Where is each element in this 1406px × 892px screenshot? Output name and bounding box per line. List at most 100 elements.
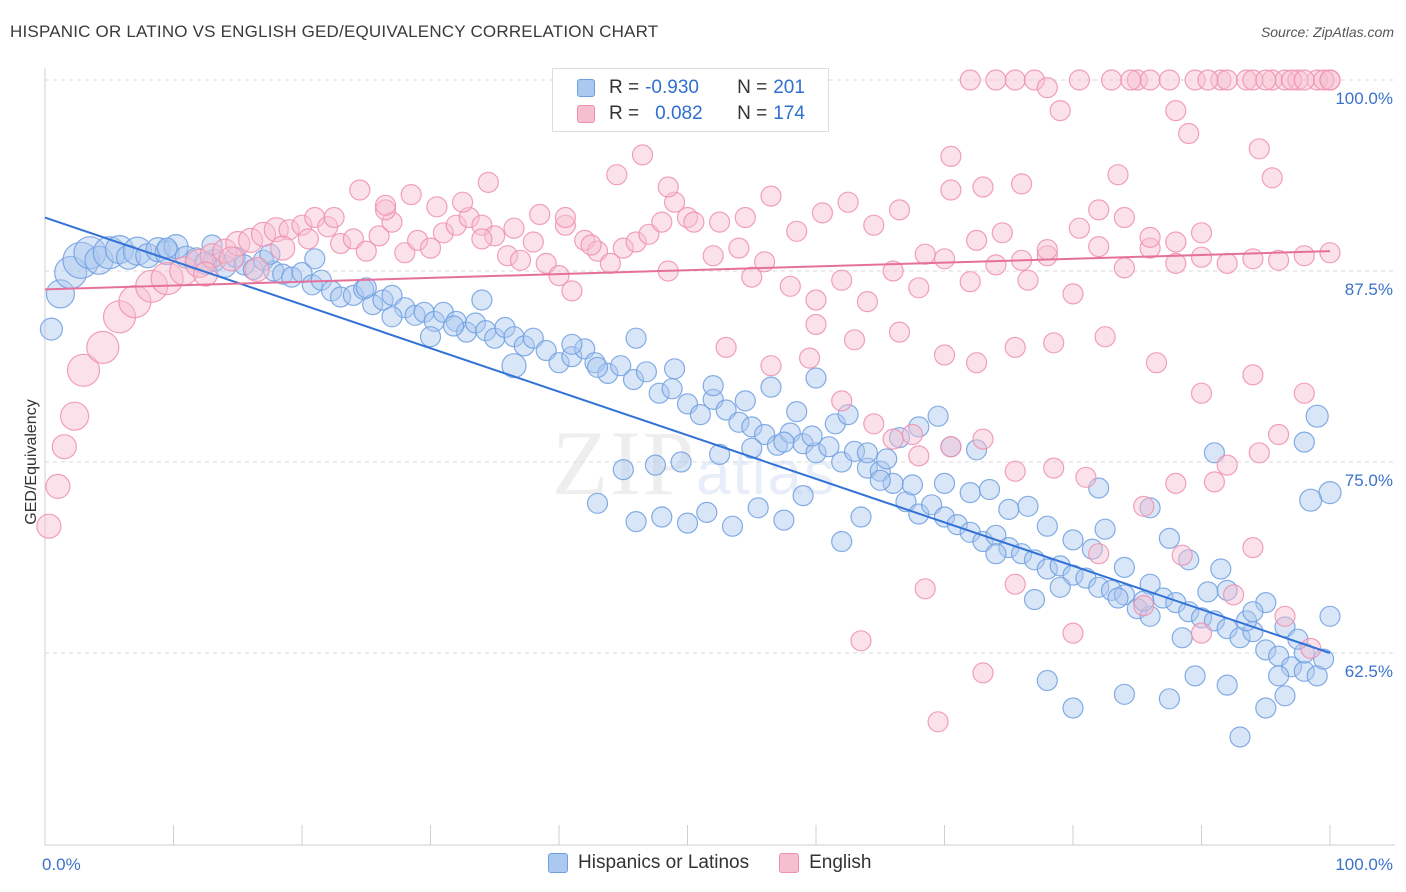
hispanic-point	[773, 509, 795, 531]
hispanic-point	[1293, 660, 1315, 682]
english-point	[843, 329, 866, 351]
hispanic-point	[201, 234, 223, 256]
english-point	[959, 271, 981, 293]
x-tick-label: 0.0%	[42, 855, 81, 874]
english-point	[374, 194, 397, 216]
english-point	[1133, 495, 1155, 517]
hispanic-point	[1299, 488, 1323, 512]
english-point	[1293, 245, 1315, 267]
english-point	[927, 711, 949, 733]
english-point	[882, 260, 904, 282]
hispanic-point	[548, 352, 570, 374]
hispanic-point	[760, 376, 782, 398]
english-point	[554, 214, 577, 236]
hispanic-point	[689, 404, 712, 426]
english-point	[728, 237, 750, 259]
hispanic-point	[1107, 587, 1129, 609]
english-point	[1242, 69, 1264, 91]
english-point	[225, 230, 251, 257]
hispanic-point	[1036, 669, 1058, 692]
hispanic-point	[786, 401, 808, 423]
hispanic-point	[978, 478, 1001, 501]
hispanic-point	[869, 469, 891, 491]
english-point	[863, 214, 885, 236]
english-point	[349, 179, 371, 201]
hispanic-point	[702, 375, 724, 397]
series-english-points	[36, 69, 1341, 733]
english-point	[1190, 382, 1213, 404]
hispanic-point	[792, 485, 814, 507]
english-point	[1036, 239, 1058, 261]
english-point	[811, 202, 834, 224]
legend-label-hispanics: Hispanics or Latinos	[578, 852, 750, 873]
english-point	[882, 428, 904, 450]
hispanic-point	[45, 279, 76, 309]
english-point	[831, 390, 853, 412]
english-point	[509, 249, 532, 271]
hispanic-point	[696, 501, 718, 524]
hispanic-point	[1113, 556, 1136, 579]
english-point	[1248, 442, 1270, 464]
y-tick-label: 62.5%	[1345, 662, 1393, 681]
english-point	[374, 199, 397, 221]
english-point	[1242, 536, 1264, 559]
english-point	[407, 229, 429, 251]
y-axis-label: GED/Equivalency	[23, 399, 40, 524]
english-point	[522, 231, 544, 253]
english-point	[1075, 466, 1097, 488]
english-point	[991, 222, 1013, 244]
english-point	[798, 347, 821, 369]
hispanic-point	[1197, 581, 1219, 603]
hispanic-point	[1190, 607, 1213, 629]
english-point	[1133, 594, 1155, 617]
english-point	[1248, 138, 1270, 160]
english-point	[805, 313, 827, 336]
english-point	[1267, 249, 1290, 271]
english-point	[1004, 460, 1026, 482]
hispanic-point	[1318, 481, 1342, 505]
hispanic-point	[1171, 627, 1193, 649]
hispanic-point	[1306, 665, 1328, 687]
hispanic-point	[856, 457, 879, 479]
hispanic-point	[1184, 665, 1206, 687]
legend-n-value: 174	[773, 103, 805, 124]
english-point	[1293, 69, 1315, 91]
series-legend: Hispanics or Latinos English	[548, 852, 901, 874]
english-point	[1242, 248, 1264, 270]
english-point	[1043, 332, 1065, 354]
english-point	[1216, 69, 1238, 91]
english-point	[959, 69, 981, 91]
hispanic-point	[39, 317, 64, 341]
english-point	[1062, 622, 1084, 644]
hispanic-point	[901, 474, 924, 496]
chart-title: HISPANIC OR LATINO VS ENGLISH GED/EQUIVA…	[10, 22, 659, 41]
english-point	[1190, 622, 1213, 644]
legend-r-label: R =	[609, 103, 640, 124]
axes	[44, 68, 1395, 846]
hispanic-point	[342, 284, 364, 306]
hispanic-point	[1210, 558, 1232, 580]
hispanic-point	[1158, 527, 1181, 550]
english-point	[445, 214, 467, 236]
english-point	[580, 234, 602, 256]
hispanic-point	[419, 326, 442, 348]
english-point	[1165, 231, 1187, 253]
legend-item-hispanics[interactable]: Hispanics or Latinos	[548, 852, 749, 874]
english-point	[734, 206, 756, 229]
legend-item-english[interactable]: English	[779, 852, 871, 874]
english-point	[1216, 252, 1238, 274]
english-point	[1242, 364, 1264, 386]
hispanic-point	[1139, 573, 1161, 595]
english-point	[1267, 423, 1290, 446]
hispanic-point	[920, 494, 943, 516]
hispanic-point	[1094, 518, 1116, 540]
hispanic-point	[676, 512, 699, 534]
hispanic-point	[959, 482, 981, 504]
english-point	[400, 184, 422, 206]
english-point	[1280, 69, 1303, 91]
legend-r-value: -0.930	[645, 77, 699, 98]
hispanic-point	[1274, 685, 1296, 707]
english-point	[1287, 69, 1309, 91]
hispanic-point	[856, 442, 879, 464]
hispanic-point	[734, 390, 756, 412]
